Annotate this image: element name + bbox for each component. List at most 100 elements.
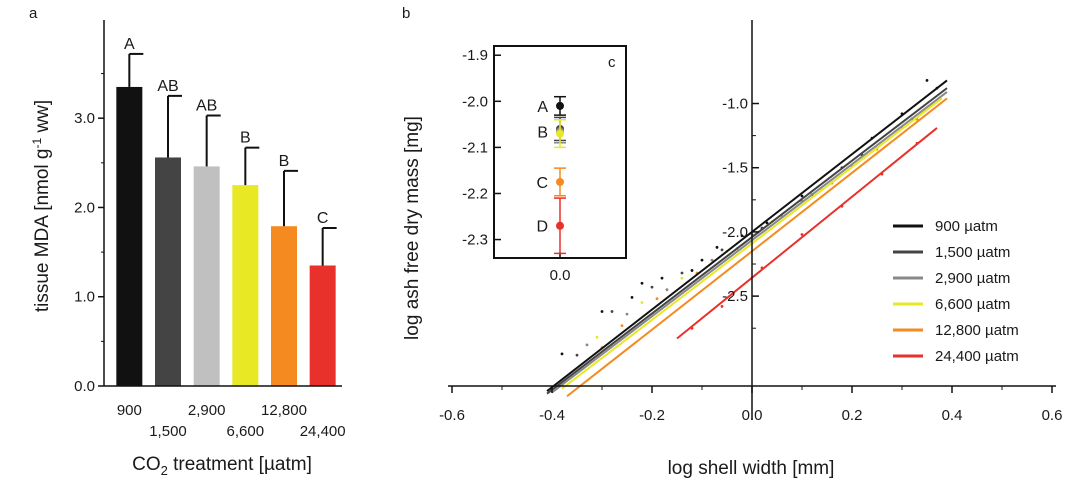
inset-mean-point-4 [556,177,564,186]
data-point-s3-2 [680,276,684,280]
data-point-s0-2 [630,296,634,299]
legend-label-3: 6,600 µatm [935,296,1010,313]
panel-a-ylabel: tissue MDA [nmol g-1 ww] [30,100,53,312]
inset-y-tick-label-4: -2.3 [462,232,488,249]
bar-2 [193,166,220,386]
x-tick-label-6: 0.6 [1042,407,1063,424]
panel-c-axes: -1.9 -2.0 -2.1 -2.2 -2.3 0.0 [462,47,570,284]
data-point-s0-3 [640,281,644,285]
data-point-s2-3 [710,258,714,262]
bar-5 [309,265,336,386]
inset-mean-point-3 [556,129,564,138]
data-point-s1-2 [650,285,654,289]
x-tick-label-0: 900 [117,402,142,419]
data-point-s0-1 [600,310,604,313]
regression-line-4 [566,97,948,398]
panel-a-xlabel-sub: 2 [161,463,168,478]
y-tick-label-3: 3.0 [74,110,95,127]
panel-a-xlabel: CO2 treatment [µatm] [132,454,312,478]
y-tick-label-1: 1.0 [74,289,95,306]
inset-letter-4: C [536,175,548,192]
inset-letter-0: A [537,99,548,116]
inset-y-tick-label-2: -2.1 [462,139,488,156]
legend-label-5: 24,400 µatm [935,348,1019,365]
bar-1 [155,157,181,386]
x-tick-label-2: -0.2 [639,407,665,424]
bar-letter-4: B [279,153,290,170]
data-point-s0-14 [925,79,929,82]
panel-b-xlabel: log shell width [mm] [668,458,835,479]
bar-letter-1: AB [157,78,178,95]
panel-a-xlabel-end: treatment [µatm] [168,454,312,475]
data-point-s0-10 [800,194,804,198]
panel-a-ylabel-sup: -1 [30,138,44,149]
data-point-s2-1 [625,312,629,316]
panel-b-axes: -0.6 -0.4 -0.2 0.0 0.2 0.4 0.6 -1.0 -1.5 -2.0 -2.5 [439,20,1062,424]
inset-mean-point-0 [556,101,564,110]
x-tick-label-2: 2,900 [188,402,226,419]
y-tick-label-0: 0.0 [74,378,95,395]
data-point-s1-3 [680,271,684,275]
x-tick-label-4: 12,800 [261,402,307,419]
data-point-s2-0 [585,343,589,347]
bar-4 [271,226,297,386]
x-tick-label-0: -0.6 [439,407,465,424]
inset-x-tick-label: 0.0 [550,267,571,284]
panel-a-xlabel-main: CO [132,454,161,475]
data-point-s5-3 [800,233,804,236]
bar-3 [232,185,259,386]
x-tick-label-5: 24,400 [300,423,346,440]
legend-label-0: 900 µatm [935,218,998,235]
panel-c-letter: c [608,54,616,71]
inset-y-tick-label-0: -1.9 [462,47,488,64]
data-point-s3-1 [640,301,644,304]
panel-b-ylabel: log ash free dry mass [mg] [402,116,423,340]
data-point-s1-0 [575,353,579,357]
panel-a-ylabel-end: ww] [32,100,53,138]
y-tick-label-2: 2.0 [74,199,95,216]
panel-c: c -1.9 -2.0 -2.1 -2.2 -2.3 0.0 AB C D [462,45,627,284]
data-point-s1-4 [720,248,724,252]
x-tick-label-3: 6,600 [227,423,265,440]
data-point-s0-5 [690,269,694,272]
legend-label-4: 12,800 µatm [935,322,1019,339]
data-point-s0-8 [740,234,744,238]
data-point-s5-1 [720,304,724,308]
y-tick-label-1: -1.5 [722,160,748,177]
data-point-s2-2 [665,288,669,292]
x-tick-label-4: 0.2 [842,407,863,424]
bar-letter-0: A [124,36,135,53]
regression-line-2 [551,91,948,394]
inset-y-tick-label-1: -2.0 [462,93,488,110]
regression-line-0 [546,79,948,392]
data-point-s0-6 [700,258,704,262]
bar-0 [116,86,143,386]
x-tick-label-5: 0.4 [942,407,963,424]
regression-line-1 [546,87,948,395]
panel-b-letter: b [402,5,410,22]
inset-letter-2: B [537,124,548,141]
y-tick-label-3: -2.5 [722,288,748,305]
panel-a-ylabel-main: tissue MDA [nmol g [32,149,53,313]
bar-letter-3: B [240,130,251,147]
data-point-s0-0 [560,352,564,356]
x-tick-label-1: -0.4 [539,407,565,424]
bar-letter-2: AB [196,98,217,115]
inset-letter-5: D [536,219,548,236]
legend-label-2: 2,900 µatm [935,270,1010,287]
panel-b-legend: 900 µatm 1,500 µatm 2,900 µatm 6,600 µatm 12… [893,218,1019,365]
data-point-s3-0 [595,335,599,339]
bar-letter-5: C [317,210,329,227]
y-tick-label-2: -2.0 [722,224,748,241]
x-tick-label-1: 1,500 [149,423,187,440]
data-point-s4-1 [620,324,624,328]
legend-label-1: 1,500 µatm [935,244,1010,261]
data-point-s0-7 [715,245,719,249]
y-tick-label-0: -1.0 [722,96,748,113]
data-point-s1-1 [610,310,614,313]
data-point-s0-9 [765,221,769,225]
panel-c-points: AB C D [536,95,566,255]
